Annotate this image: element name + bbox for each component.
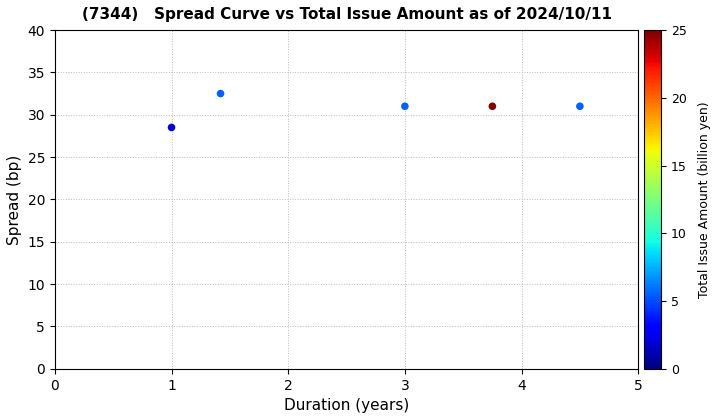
Point <box>215 90 226 97</box>
Point <box>574 103 585 110</box>
Point <box>166 124 177 131</box>
Point <box>487 103 498 110</box>
Point <box>399 103 410 110</box>
Y-axis label: Spread (bp): Spread (bp) <box>7 154 22 244</box>
Title: (7344)   Spread Curve vs Total Issue Amount as of 2024/10/11: (7344) Spread Curve vs Total Issue Amoun… <box>81 7 611 22</box>
Y-axis label: Total Issue Amount (billion yen): Total Issue Amount (billion yen) <box>698 101 711 298</box>
X-axis label: Duration (years): Duration (years) <box>284 398 409 413</box>
